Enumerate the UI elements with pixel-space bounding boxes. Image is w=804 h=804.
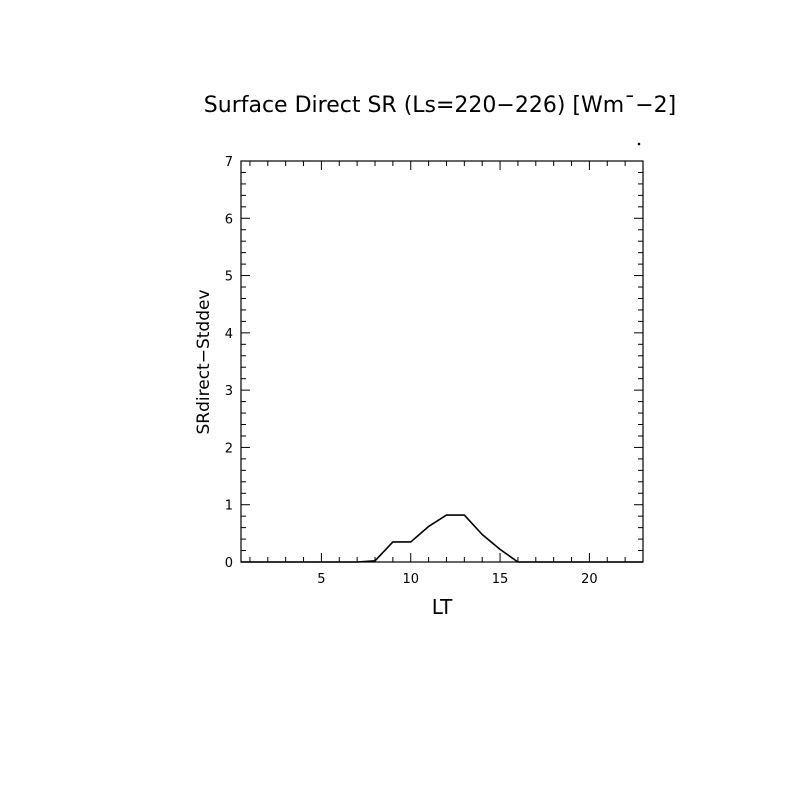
y-tick-label: 5 xyxy=(225,270,233,285)
chart-title-caret: ¯ xyxy=(624,93,635,118)
x-tick-label: 10 xyxy=(402,572,419,587)
series-line xyxy=(241,514,643,563)
axis-tick-labels: 5 10 15 20 0 1 2 3 4 5 6 7 xyxy=(225,155,598,587)
x-axis-label: LT xyxy=(432,595,453,619)
chart-title: Surface Direct SR (Ls=220−226) [Wm¯−2] xyxy=(204,93,676,118)
x-tick-label: 20 xyxy=(581,572,598,587)
y-tick-label: 0 xyxy=(225,556,233,571)
y-tick-label: 1 xyxy=(225,499,233,514)
y-axis-label: SRdirect−Stddev xyxy=(194,289,214,434)
y-tick-label: 4 xyxy=(225,327,233,342)
series-group xyxy=(241,514,643,563)
axis-ticks xyxy=(241,160,644,563)
y-tick-label: 6 xyxy=(225,212,233,227)
y-tick-label: 3 xyxy=(225,384,233,399)
chart-title-main: Surface Direct SR (Ls=220−226) [Wm xyxy=(204,93,624,118)
y-tick-label: 7 xyxy=(225,155,233,170)
x-tick-label: 5 xyxy=(317,572,325,587)
y-tick-label: 2 xyxy=(225,441,233,456)
x-tick-label: 15 xyxy=(492,572,509,587)
corner-dot xyxy=(637,142,641,146)
chart-title-exp: −2] xyxy=(635,93,676,118)
plot-frame xyxy=(240,160,644,563)
